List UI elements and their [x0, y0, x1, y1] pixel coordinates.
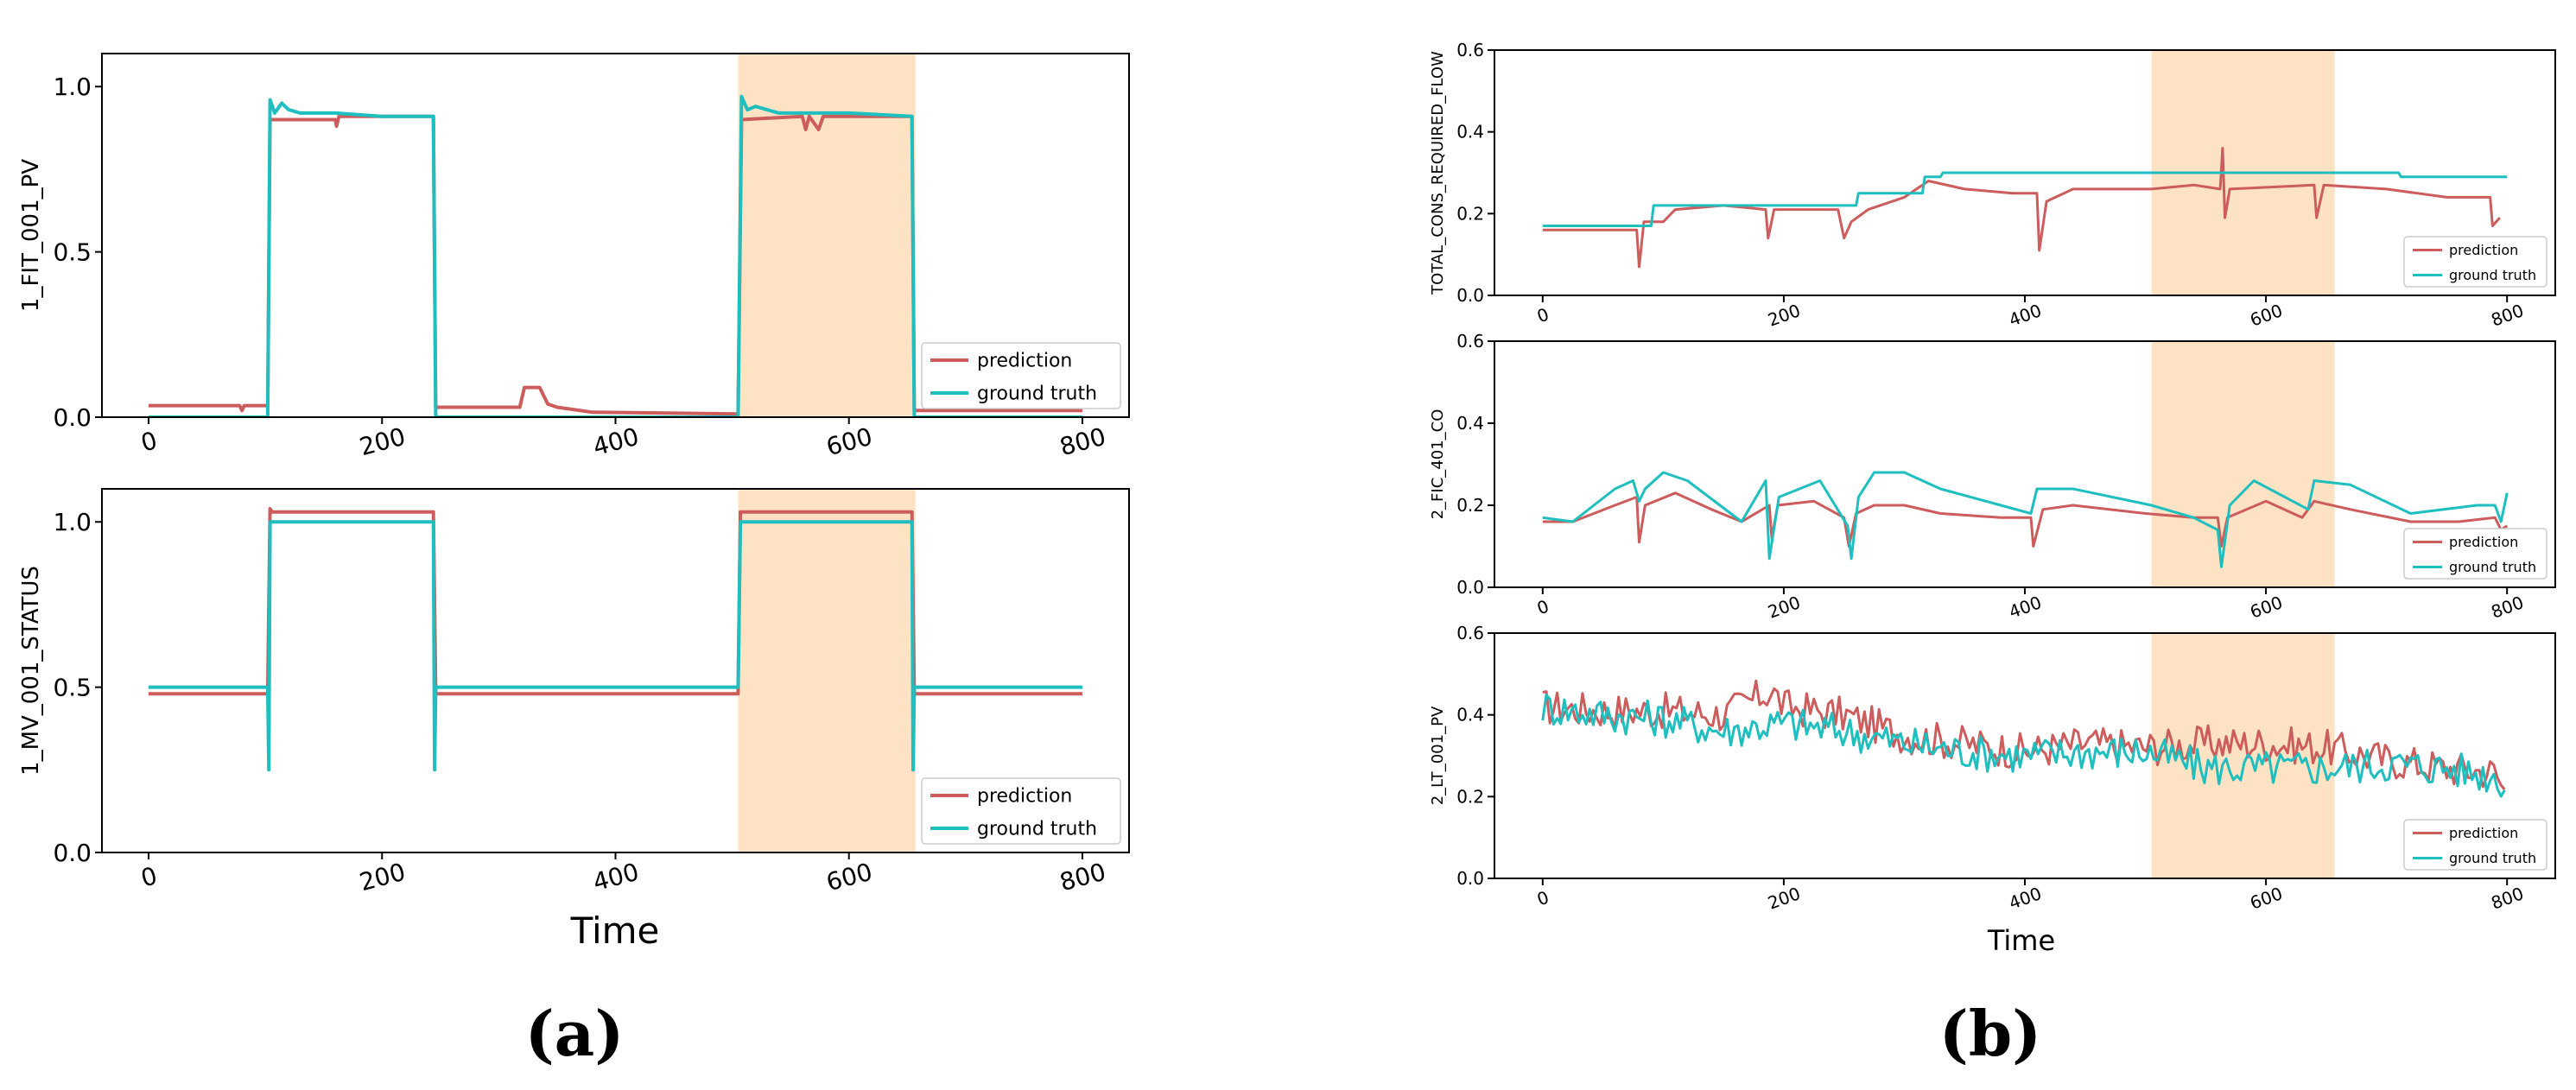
chart-5: 0 200 400 600 800 0.0 0.2 0.4 0.6 2_LT_001_PVpred… — [1429, 623, 2556, 914]
y-tick-label: 0.5 — [53, 238, 92, 266]
y-tick-label: 0.2 — [1456, 495, 1484, 516]
y-axis-label: 1_MV_001_STATUS — [18, 566, 44, 776]
y-tick-label: 0.0 — [53, 839, 92, 867]
x-tick-label: 400 — [590, 422, 642, 462]
panel-label-a: (a) — [525, 997, 625, 1070]
x-tick-label: 800 — [1056, 858, 1108, 897]
legend: prediction ground truth — [921, 342, 1121, 409]
x-tick-label: 0 — [1534, 886, 1551, 909]
x-tick-label: 200 — [1765, 883, 1803, 914]
legend-label: ground truth — [977, 383, 1097, 405]
prediction-line — [1542, 679, 2506, 791]
x-tick-label: 800 — [1056, 422, 1108, 462]
y-tick-label: 0.6 — [1456, 623, 1484, 643]
legend-label: prediction — [977, 786, 1072, 808]
legend-label: ground truth — [2449, 267, 2536, 283]
x-tick-label: 200 — [357, 858, 409, 897]
x-tick-label: 600 — [2247, 300, 2285, 331]
ground-truth-line — [1542, 171, 2508, 227]
ground-truth-line — [149, 94, 1082, 417]
chart-2: 0 200 400 600 800 0.0 0.5 1.0 1_MV_001_STATUSpre… — [18, 488, 1130, 897]
x-tick-label: 400 — [2006, 592, 2044, 623]
x-tick-label: 0 — [138, 426, 161, 457]
y-tick-label: 0.2 — [1456, 786, 1484, 807]
y-tick-label: 0.0 — [1456, 868, 1484, 889]
chart-1: 0 200 400 600 800 0.0 0.5 1.0 1_FIT_001_PVpredic… — [18, 53, 1130, 462]
prediction-line — [1542, 491, 2509, 548]
x-tick-label: 600 — [823, 858, 875, 897]
highlight-region — [738, 489, 916, 852]
legend-label: ground truth — [977, 819, 1097, 840]
y-tick-label: 0.0 — [1456, 285, 1484, 306]
prediction-line — [1542, 147, 2501, 269]
ground-truth-line — [1542, 471, 2509, 568]
x-tick-label: 200 — [1765, 592, 1803, 623]
legend: prediction ground truth — [2403, 236, 2547, 288]
y-axis-label: 1_FIT_001_PV — [18, 159, 44, 312]
prediction-line — [149, 507, 1082, 696]
y-tick-label: 0.6 — [1456, 331, 1484, 352]
time-label-a: Time — [570, 909, 660, 952]
x-tick-label: 400 — [2006, 883, 2044, 914]
x-tick-label: 800 — [2488, 883, 2526, 914]
x-tick-label: 400 — [590, 858, 642, 897]
y-tick-label: 1.0 — [53, 73, 92, 101]
legend-label: prediction — [2449, 534, 2518, 550]
y-tick-label: 1.0 — [53, 508, 92, 536]
x-tick-label: 400 — [2006, 300, 2044, 331]
y-tick-label: 0.0 — [1456, 577, 1484, 598]
legend-label: ground truth — [2449, 559, 2536, 575]
legend: prediction ground truth — [2403, 819, 2547, 871]
y-axis-label: 2_FIC_401_CO — [1429, 409, 1447, 520]
ground-truth-line — [1541, 694, 2506, 798]
x-tick-label: 200 — [357, 422, 409, 462]
x-tick-label: 800 — [2488, 300, 2526, 331]
y-tick-label: 0.0 — [53, 403, 92, 432]
highlight-region — [2151, 633, 2335, 878]
ground-truth-line — [149, 520, 1082, 772]
y-tick-label: 0.5 — [53, 673, 92, 701]
legend-label: ground truth — [2449, 850, 2536, 866]
chart-4: 0 200 400 600 800 0.0 0.2 0.4 0.6 2_FIC_401_COpre… — [1429, 331, 2556, 623]
legend: prediction ground truth — [2403, 528, 2547, 580]
chart-3: 0 200 400 600 800 0.0 0.2 0.4 0.6 TOTAL_CONS_REQU… — [1429, 40, 2556, 331]
x-tick-label: 200 — [1765, 300, 1803, 331]
time-label-b: Time — [1987, 924, 2055, 957]
plot-frame — [1494, 632, 2556, 879]
y-tick-label: 0.4 — [1456, 705, 1484, 726]
y-axis-label: 2_LT_001_PV — [1429, 706, 1447, 805]
x-tick-label: 0 — [1534, 303, 1551, 326]
highlight-region — [2151, 341, 2335, 587]
x-tick-label: 0 — [1534, 595, 1551, 618]
y-tick-label: 0.4 — [1456, 122, 1484, 143]
x-tick-label: 0 — [138, 861, 161, 892]
x-tick-label: 600 — [2247, 883, 2285, 914]
y-tick-label: 0.6 — [1456, 40, 1484, 60]
x-tick-label: 600 — [2247, 592, 2285, 623]
plot-frame — [1494, 340, 2556, 588]
panel-label-b: (b) — [1939, 997, 2041, 1070]
legend-label: prediction — [2449, 242, 2518, 258]
legend: prediction ground truth — [921, 777, 1121, 845]
y-tick-label: 0.4 — [1456, 413, 1484, 434]
y-tick-label: 0.2 — [1456, 203, 1484, 224]
legend-label: prediction — [2449, 825, 2518, 841]
y-axis-label: TOTAL_CONS_REQUIRED_FLOW — [1429, 51, 1447, 295]
x-tick-label: 600 — [823, 422, 875, 462]
legend-label: prediction — [977, 351, 1072, 372]
x-tick-label: 800 — [2488, 592, 2526, 623]
